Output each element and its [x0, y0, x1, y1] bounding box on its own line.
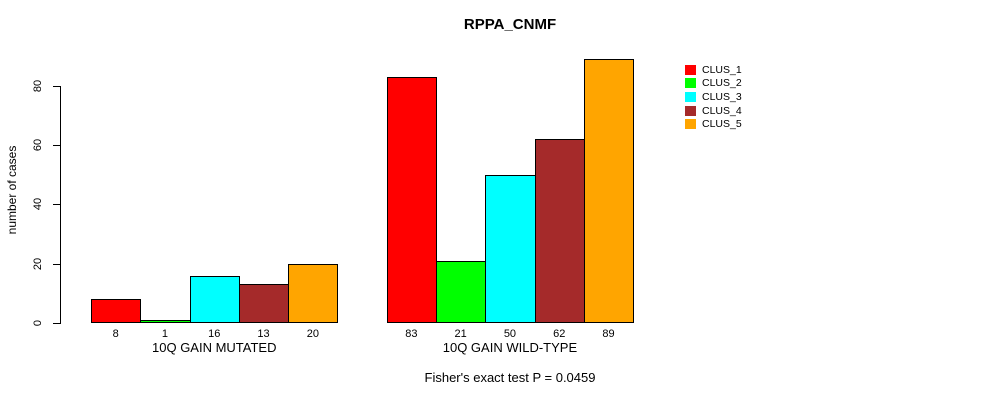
bar-value-label: 16	[208, 328, 221, 340]
bar-clus_1	[386, 77, 437, 323]
y-axis-tick-label: 80	[32, 79, 44, 93]
y-axis-tick-label: 60	[32, 139, 44, 152]
bar-clus_3	[189, 275, 240, 323]
bar-clus_4	[238, 284, 290, 323]
bar-value-label: 21	[454, 328, 467, 340]
bar-value-label: 1	[161, 328, 168, 340]
legend-label: CLUS_3	[702, 90, 742, 103]
bar-value-label: 50	[503, 328, 517, 340]
legend-swatch-clus_4	[685, 105, 696, 116]
bar-value-label: 13	[257, 328, 270, 340]
bar-value-label: 62	[553, 328, 566, 340]
bar-clus_3	[485, 174, 536, 323]
legend-label: CLUS_5	[702, 118, 742, 131]
legend-swatch-clus_5	[685, 119, 696, 130]
y-axis-tick	[53, 323, 60, 324]
group-axis-label: 10Q GAIN WILD-TYPE	[442, 340, 578, 355]
y-axis-line	[60, 85, 61, 324]
legend-swatch-clus_2	[685, 78, 696, 89]
legend-row: CLUS_5	[685, 118, 742, 131]
y-axis-label: number of cases	[5, 145, 19, 235]
legend-row: CLUS_1	[685, 63, 742, 76]
legend-swatch-clus_1	[685, 64, 696, 75]
bar-value-label: 83	[405, 328, 418, 340]
y-axis-tick-label: 20	[32, 257, 44, 270]
group-axis-label: 10Q GAIN MUTATED	[152, 340, 277, 355]
bar-clus_5	[583, 59, 635, 323]
bar-value-label: 20	[306, 328, 319, 340]
y-axis-tick-label: 40	[32, 198, 44, 211]
y-axis-tick-label: 0	[32, 319, 44, 327]
legend-swatch-clus_3	[685, 91, 696, 102]
legend-row: CLUS_3	[685, 90, 742, 103]
legend-label: CLUS_4	[702, 104, 742, 117]
legend-row: CLUS_4	[685, 104, 742, 117]
legend-label: CLUS_1	[702, 63, 742, 76]
y-axis-tick	[53, 85, 60, 87]
bar-clus_1	[91, 299, 142, 323]
legend-row: CLUS_2	[685, 77, 742, 90]
bar-clus_4	[534, 139, 585, 323]
y-axis-tick	[53, 263, 60, 265]
bar-clus_2	[436, 260, 487, 323]
bar-value-label: 89	[602, 328, 615, 340]
bar-clus_2	[140, 320, 191, 323]
chart-title: RPPA_CNMF	[463, 16, 557, 33]
legend-label: CLUS_2	[702, 77, 742, 90]
y-axis-tick	[53, 145, 60, 147]
y-axis-tick	[53, 204, 60, 206]
bar-clus_5	[288, 263, 339, 323]
fisher-test-annotation: Fisher's exact test P = 0.0459	[424, 370, 596, 385]
bar-value-label: 8	[112, 328, 119, 340]
